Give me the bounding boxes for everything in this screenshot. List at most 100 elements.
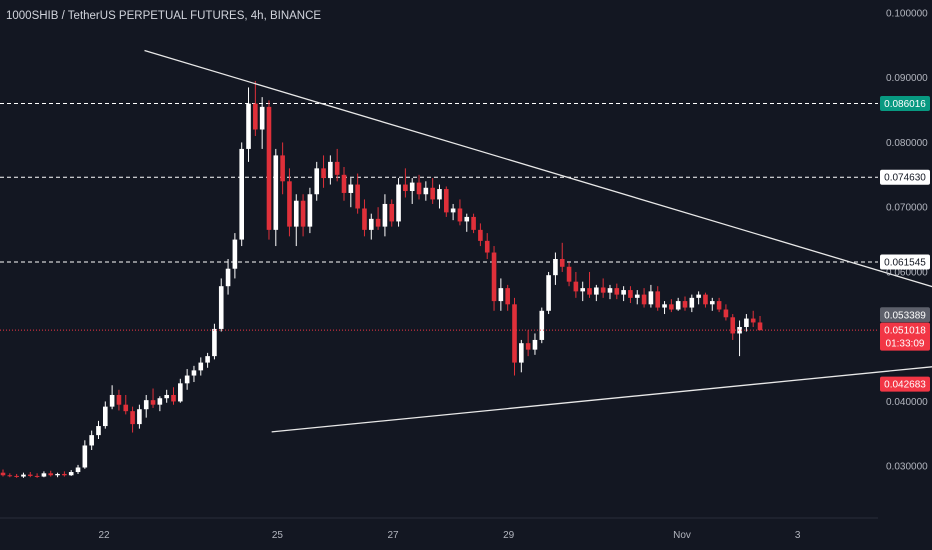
candle-body — [75, 467, 81, 473]
candle-body — [498, 288, 504, 302]
candle-body — [559, 259, 565, 267]
candle-body — [150, 400, 156, 405]
candle-body — [750, 318, 756, 323]
candle-body — [744, 318, 749, 327]
candle-body — [321, 168, 326, 179]
price-tag-stop — [880, 376, 930, 392]
candle-body — [594, 287, 599, 295]
price-tag-target — [880, 95, 930, 111]
date-tick-label: Nov — [673, 530, 691, 541]
candle-body — [382, 203, 388, 227]
ascending-trendline — [271, 366, 932, 433]
candle-body — [164, 394, 169, 399]
candle-body — [730, 317, 736, 334]
candle-body — [246, 103, 251, 149]
candle-body — [21, 474, 26, 477]
candle-body — [68, 472, 74, 476]
candle-body — [82, 445, 88, 468]
candle-body — [334, 161, 340, 175]
time-axis[interactable]: 22 25 27 29 Nov 3 — [0, 517, 878, 541]
price-tick-label: 0.060000 — [886, 267, 928, 278]
price-tag-value: 0.053389 — [884, 310, 926, 321]
price-tag-value: 0.051018 — [884, 326, 926, 337]
descending-trendline — [144, 49, 932, 288]
price-tick-label: 0.080000 — [886, 138, 928, 149]
candle-body — [505, 288, 510, 305]
candle-body — [389, 203, 395, 222]
candle-body — [669, 304, 674, 310]
candle-body — [328, 161, 333, 179]
candle-body — [416, 182, 422, 195]
candle-body — [525, 343, 531, 350]
candle-body — [266, 106, 272, 230]
date-tick-label: 29 — [503, 530, 515, 541]
candle-body — [14, 475, 19, 477]
candle-body — [757, 322, 763, 331]
candle-body — [703, 294, 708, 305]
candle-body — [143, 400, 149, 410]
date-tick-label: 27 — [387, 530, 399, 541]
candle-body — [519, 343, 524, 363]
date-tick-label: 22 — [98, 530, 110, 541]
candle-body — [450, 208, 456, 213]
trend-drawings — [144, 49, 932, 433]
candle-body — [157, 398, 163, 405]
candle-body — [607, 288, 613, 293]
candle-body — [27, 474, 33, 476]
candle-body — [471, 216, 476, 230]
candle-body — [184, 375, 190, 384]
candle-body — [48, 473, 54, 476]
candle-body — [225, 268, 231, 287]
candle-body — [682, 301, 688, 308]
candle-body — [62, 473, 67, 476]
candle-body — [641, 294, 647, 305]
candle-body — [362, 208, 367, 230]
candle-body — [300, 200, 306, 227]
candle-body — [89, 435, 94, 446]
candle-body — [491, 252, 497, 302]
candle-body — [348, 184, 354, 193]
date-tick-label: 3 — [795, 530, 801, 541]
candle-body — [444, 189, 449, 213]
candle-body — [628, 290, 633, 298]
candle-body — [178, 383, 183, 402]
candle-body — [55, 473, 60, 476]
candle-body — [0, 472, 6, 476]
candle-body — [403, 184, 408, 192]
candle-body — [116, 394, 122, 405]
candle-body — [553, 259, 558, 276]
candle-body — [109, 394, 115, 407]
candle-body — [293, 200, 299, 227]
candle-body — [539, 310, 545, 340]
candle-body — [580, 288, 585, 292]
candle-body — [655, 291, 661, 308]
candle-body — [573, 281, 579, 292]
candle-body — [287, 181, 292, 227]
candle-body — [737, 326, 742, 334]
candle-body — [130, 411, 135, 425]
candle-body — [375, 218, 381, 227]
candle-body — [600, 287, 606, 293]
candle-body — [273, 155, 279, 230]
candle-body — [430, 187, 435, 200]
candle-body — [464, 216, 470, 222]
candle-body — [648, 291, 654, 305]
candle-body — [7, 475, 13, 477]
candle-body — [314, 168, 320, 195]
candle-body — [587, 288, 592, 295]
candle-body — [205, 356, 210, 363]
candle-body — [212, 328, 217, 357]
candle-body — [198, 362, 204, 371]
candle-body — [137, 409, 142, 425]
candle-body — [218, 286, 224, 329]
price-tag-level — [880, 254, 930, 270]
price-tag-value: 0.061545 — [884, 257, 926, 268]
candle-body — [621, 290, 626, 295]
price-tag-countdown: 01:33:09 — [886, 339, 925, 350]
candle-body — [709, 301, 715, 305]
candle-body — [368, 218, 374, 230]
price-tag-last — [880, 322, 930, 351]
candle-body — [239, 148, 244, 240]
chart-title: 1000SHIB / TetherUS PERPETUAL FUTURES, 4… — [6, 10, 322, 22]
